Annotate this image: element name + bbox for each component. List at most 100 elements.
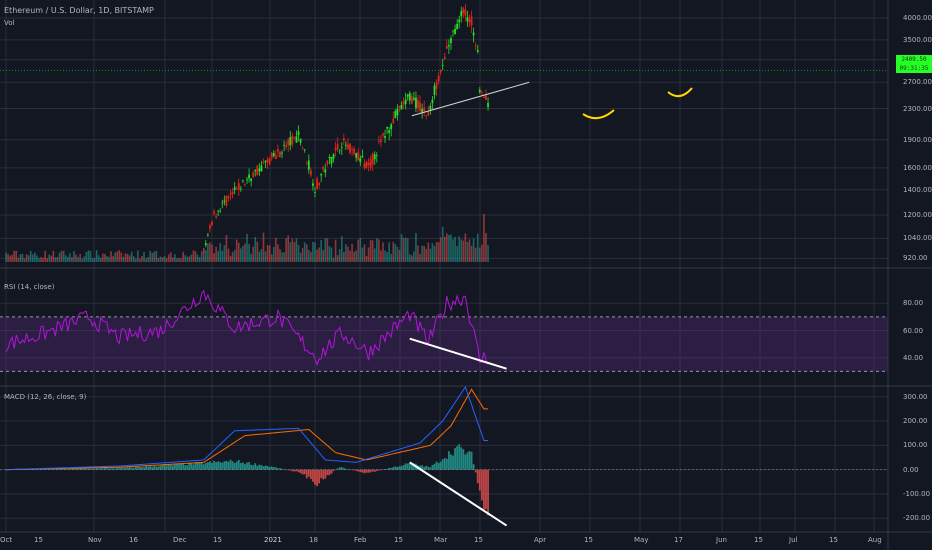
volume-bar (392, 241, 395, 262)
volume-bar (456, 245, 458, 262)
volume-bar (425, 248, 428, 262)
macd-histogram-bar (297, 469, 300, 473)
volume-bar (17, 257, 20, 262)
macd-histogram-bar (202, 464, 205, 470)
volume-bar (172, 257, 174, 262)
macd-histogram-bar (336, 468, 339, 470)
volume-bar (139, 258, 141, 262)
candle-body (351, 149, 353, 150)
macd-histogram-bar (178, 463, 180, 470)
volume-bar (165, 258, 168, 262)
macd-histogram-bar (462, 449, 465, 470)
candle-body (318, 183, 321, 186)
volume-bar (435, 241, 438, 262)
volume-bar (120, 252, 123, 262)
time-tick-label: 15 (584, 536, 593, 544)
candle-body (334, 147, 337, 151)
macd-histogram-bar (349, 469, 351, 471)
macd-histogram-bar (62, 468, 65, 470)
time-tick-label: 15 (34, 536, 43, 544)
candle-body (248, 174, 250, 179)
candle-body (349, 143, 351, 153)
macd-histogram-bar (118, 468, 121, 470)
macd-tick-label: 300.00 (903, 392, 928, 401)
volume-bar (423, 245, 425, 262)
volume-bar (330, 247, 333, 262)
macd-histogram-bar (334, 469, 337, 471)
candle-body (448, 45, 450, 47)
candle-body (466, 17, 469, 22)
volume-bar (254, 236, 257, 262)
candle-body (202, 250, 205, 252)
macd-histogram-bar (441, 459, 444, 470)
volume-bar (472, 238, 475, 262)
candle-body (223, 200, 226, 202)
macd-histogram-bar (431, 465, 434, 470)
volume-bar (308, 249, 310, 262)
candle-body (402, 101, 405, 105)
macd-histogram-bar (305, 469, 308, 479)
rsi-tick-label: 80.00 (903, 299, 924, 308)
macd-histogram-bar (215, 462, 218, 470)
candle-body (314, 192, 316, 193)
macd-histogram-bar (443, 458, 446, 470)
macd-histogram-bar (386, 468, 388, 470)
candle-body (305, 163, 308, 165)
macd-tick-label: 100.00 (903, 441, 928, 450)
candle-body (435, 82, 438, 90)
volume-bar (378, 239, 380, 262)
volume-bar (336, 255, 339, 262)
macd-histogram-bar (130, 467, 133, 470)
candle-body (353, 148, 356, 154)
macd-histogram-bar (365, 469, 368, 473)
macd-histogram-bar (318, 469, 321, 484)
volume-bar (338, 249, 341, 262)
candle-body (445, 45, 448, 49)
macd-histogram-bar (194, 462, 197, 470)
candle-body (283, 144, 285, 146)
macd-histogram-bar (439, 461, 442, 470)
candle-body (433, 85, 436, 95)
volume-bar (305, 244, 308, 262)
macd-histogram-bar (252, 465, 255, 470)
volume-bar (275, 237, 277, 262)
volume-bar (170, 252, 172, 262)
macd-histogram-bar (437, 463, 440, 470)
volume-bar (452, 239, 454, 262)
macd-histogram-bar (85, 468, 88, 470)
macd-histogram-bar (190, 463, 193, 470)
time-tick-label: 17 (674, 536, 683, 544)
time-tick-label: Aug (868, 536, 882, 544)
volume-bar (446, 233, 448, 262)
macd-histogram-bar (487, 469, 489, 516)
volume-bar (104, 253, 106, 262)
macd-histogram-bar (180, 464, 182, 470)
macd-histogram-bar (328, 469, 331, 476)
volume-bar (40, 257, 42, 262)
candle-body (342, 138, 345, 141)
rsi-band (0, 316, 888, 372)
volume-bar (439, 237, 442, 262)
volume-bar (106, 256, 108, 262)
macd-histogram-bar (192, 464, 195, 470)
candle-body (371, 153, 374, 165)
macd-histogram-bar (33, 469, 36, 470)
volume-bar (408, 254, 411, 262)
volume-bar (75, 254, 77, 262)
candle-body (266, 159, 269, 163)
macd-histogram-bar (363, 469, 366, 474)
macd-histogram-bar (291, 469, 294, 472)
macd-histogram-bar (396, 467, 399, 470)
volume-bar (9, 255, 11, 262)
volume-bar (64, 255, 67, 262)
volume-bar (184, 255, 187, 262)
candle-body (322, 166, 325, 170)
macd-histogram-bar (345, 468, 347, 470)
volume-bar (481, 244, 483, 262)
macd-histogram-bar (301, 469, 304, 475)
candle-body (309, 170, 312, 176)
macd-histogram-bar (139, 467, 141, 470)
candle-body (456, 23, 459, 30)
macd-histogram-bar (155, 466, 158, 470)
